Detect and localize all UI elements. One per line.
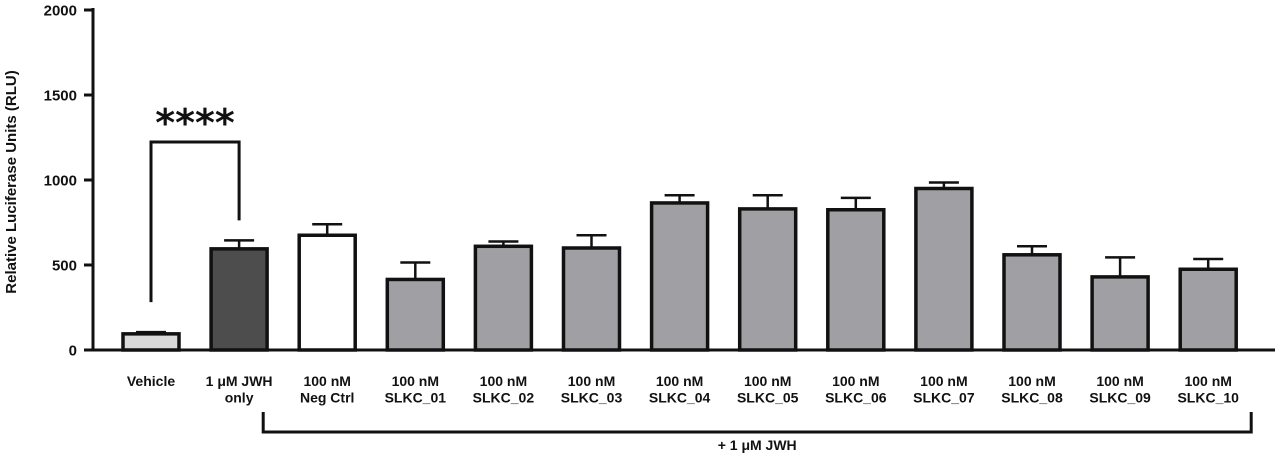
group-bracket: + 1 μM JWH	[261, 412, 1253, 453]
x-tick-label: 100 nM Neg Ctrl	[300, 373, 354, 406]
bar-group	[297, 222, 357, 352]
x-tick-label: 100 nM SLKC_07	[913, 373, 975, 406]
y-axis-title: Relative Luciferase Units (RLU)	[3, 70, 20, 293]
group-bracket-line	[261, 412, 1253, 434]
x-tick-label: 100 nM SLKC_03	[561, 373, 623, 406]
x-tick-label: 1 μM JWH only	[206, 373, 273, 406]
x-tick-label: 100 nM SLKC_04	[649, 373, 711, 406]
bar-group	[737, 194, 798, 352]
bar	[385, 277, 446, 352]
bar-group	[1090, 256, 1150, 352]
bar-group	[385, 261, 446, 352]
bar	[1178, 267, 1238, 352]
y-axis: 0 500 1000 1500 2000	[44, 3, 95, 360]
x-tick-label: 100 nM SLKC_08	[1001, 373, 1063, 406]
bar	[561, 246, 622, 352]
y-tick-label: 0	[69, 343, 77, 360]
x-tick-label: Vehicle	[127, 373, 175, 389]
bar	[297, 233, 357, 352]
bar	[649, 201, 710, 352]
x-axis: Vehicle 1 μM JWH only 100 nM Neg Ctrl 100 nM S…	[91, 348, 1275, 406]
y-tick-label: 2000	[44, 3, 77, 20]
bar-group	[649, 194, 710, 352]
bar	[914, 186, 974, 352]
bar-group	[121, 330, 181, 352]
bar	[1002, 253, 1062, 352]
bar-group	[473, 240, 534, 352]
bar	[737, 207, 798, 352]
x-tick-label: 100 nM SLKC_09	[1089, 373, 1151, 406]
bar	[209, 247, 269, 352]
y-tick-label: 1500	[44, 88, 77, 105]
bar-group	[826, 196, 886, 352]
bar-group	[1178, 257, 1238, 352]
bracket-line	[149, 140, 241, 303]
x-tick-label: 100 nM SLKC_10	[1177, 373, 1239, 406]
bar-group	[209, 239, 269, 352]
bar	[473, 244, 534, 352]
bar	[121, 332, 181, 352]
bar-group	[561, 234, 622, 352]
y-tick-label: 1000	[44, 173, 77, 190]
x-tick-label: 100 nM SLKC_06	[825, 373, 887, 406]
significance-bracket: ****	[149, 101, 241, 303]
annotations-layer: **** + 1 μM JWH	[149, 101, 1253, 453]
bar	[1090, 275, 1150, 352]
y-tick-label: 500	[52, 258, 77, 275]
significance-stars: ****	[155, 101, 235, 145]
x-tick-label: 100 nM SLKC_01	[385, 373, 447, 406]
x-tick-label: 100 nM SLKC_02	[473, 373, 535, 406]
x-tick-label: 100 nM SLKC_05	[737, 373, 799, 406]
bar-group	[914, 181, 974, 352]
bar-group	[1002, 245, 1062, 352]
bar	[826, 208, 886, 352]
bars-layer	[121, 181, 1238, 352]
group-label: + 1 μM JWH	[718, 437, 797, 453]
